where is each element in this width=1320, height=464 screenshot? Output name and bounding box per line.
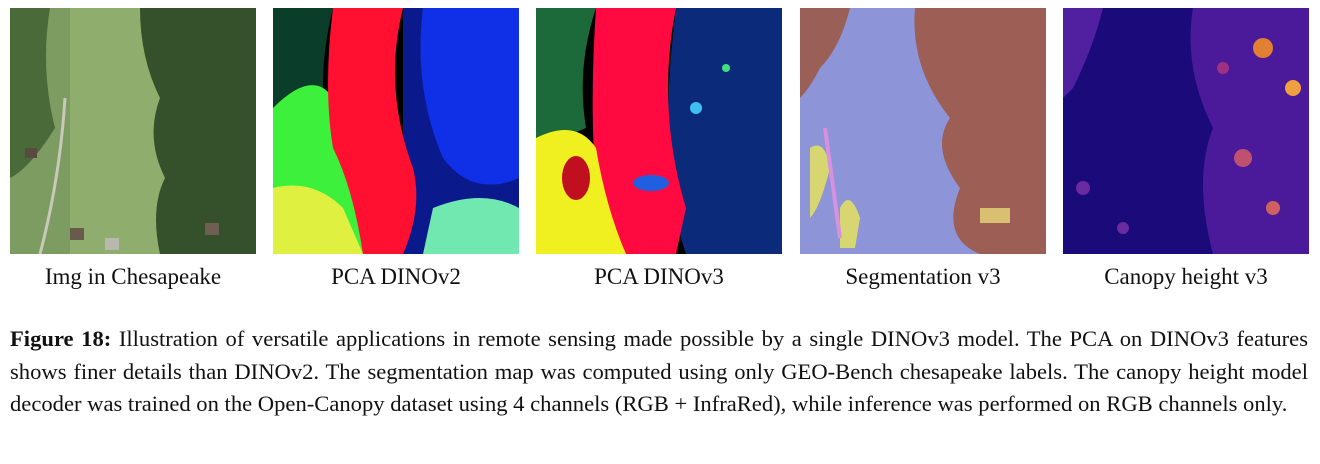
caption-text: Illustration of versatile applications i… [10, 326, 1308, 416]
panel-label: Canopy height v3 [1104, 264, 1268, 289]
figure-caption: Figure 18: Illustration of versatile app… [10, 323, 1308, 421]
canopy-height-map [1063, 8, 1309, 254]
segmentation-map [800, 8, 1046, 254]
pca-dinov3-map [536, 8, 782, 254]
panel-label: PCA DINOv3 [594, 264, 724, 289]
panel-label: Segmentation v3 [845, 264, 1001, 289]
panel-label: PCA DINOv2 [331, 264, 461, 289]
caption-label: Figure 18: [10, 326, 112, 351]
aerial-image [10, 8, 256, 254]
panel-label: Img in Chesapeake [44, 264, 222, 289]
pca-dinov2-map [273, 8, 519, 254]
